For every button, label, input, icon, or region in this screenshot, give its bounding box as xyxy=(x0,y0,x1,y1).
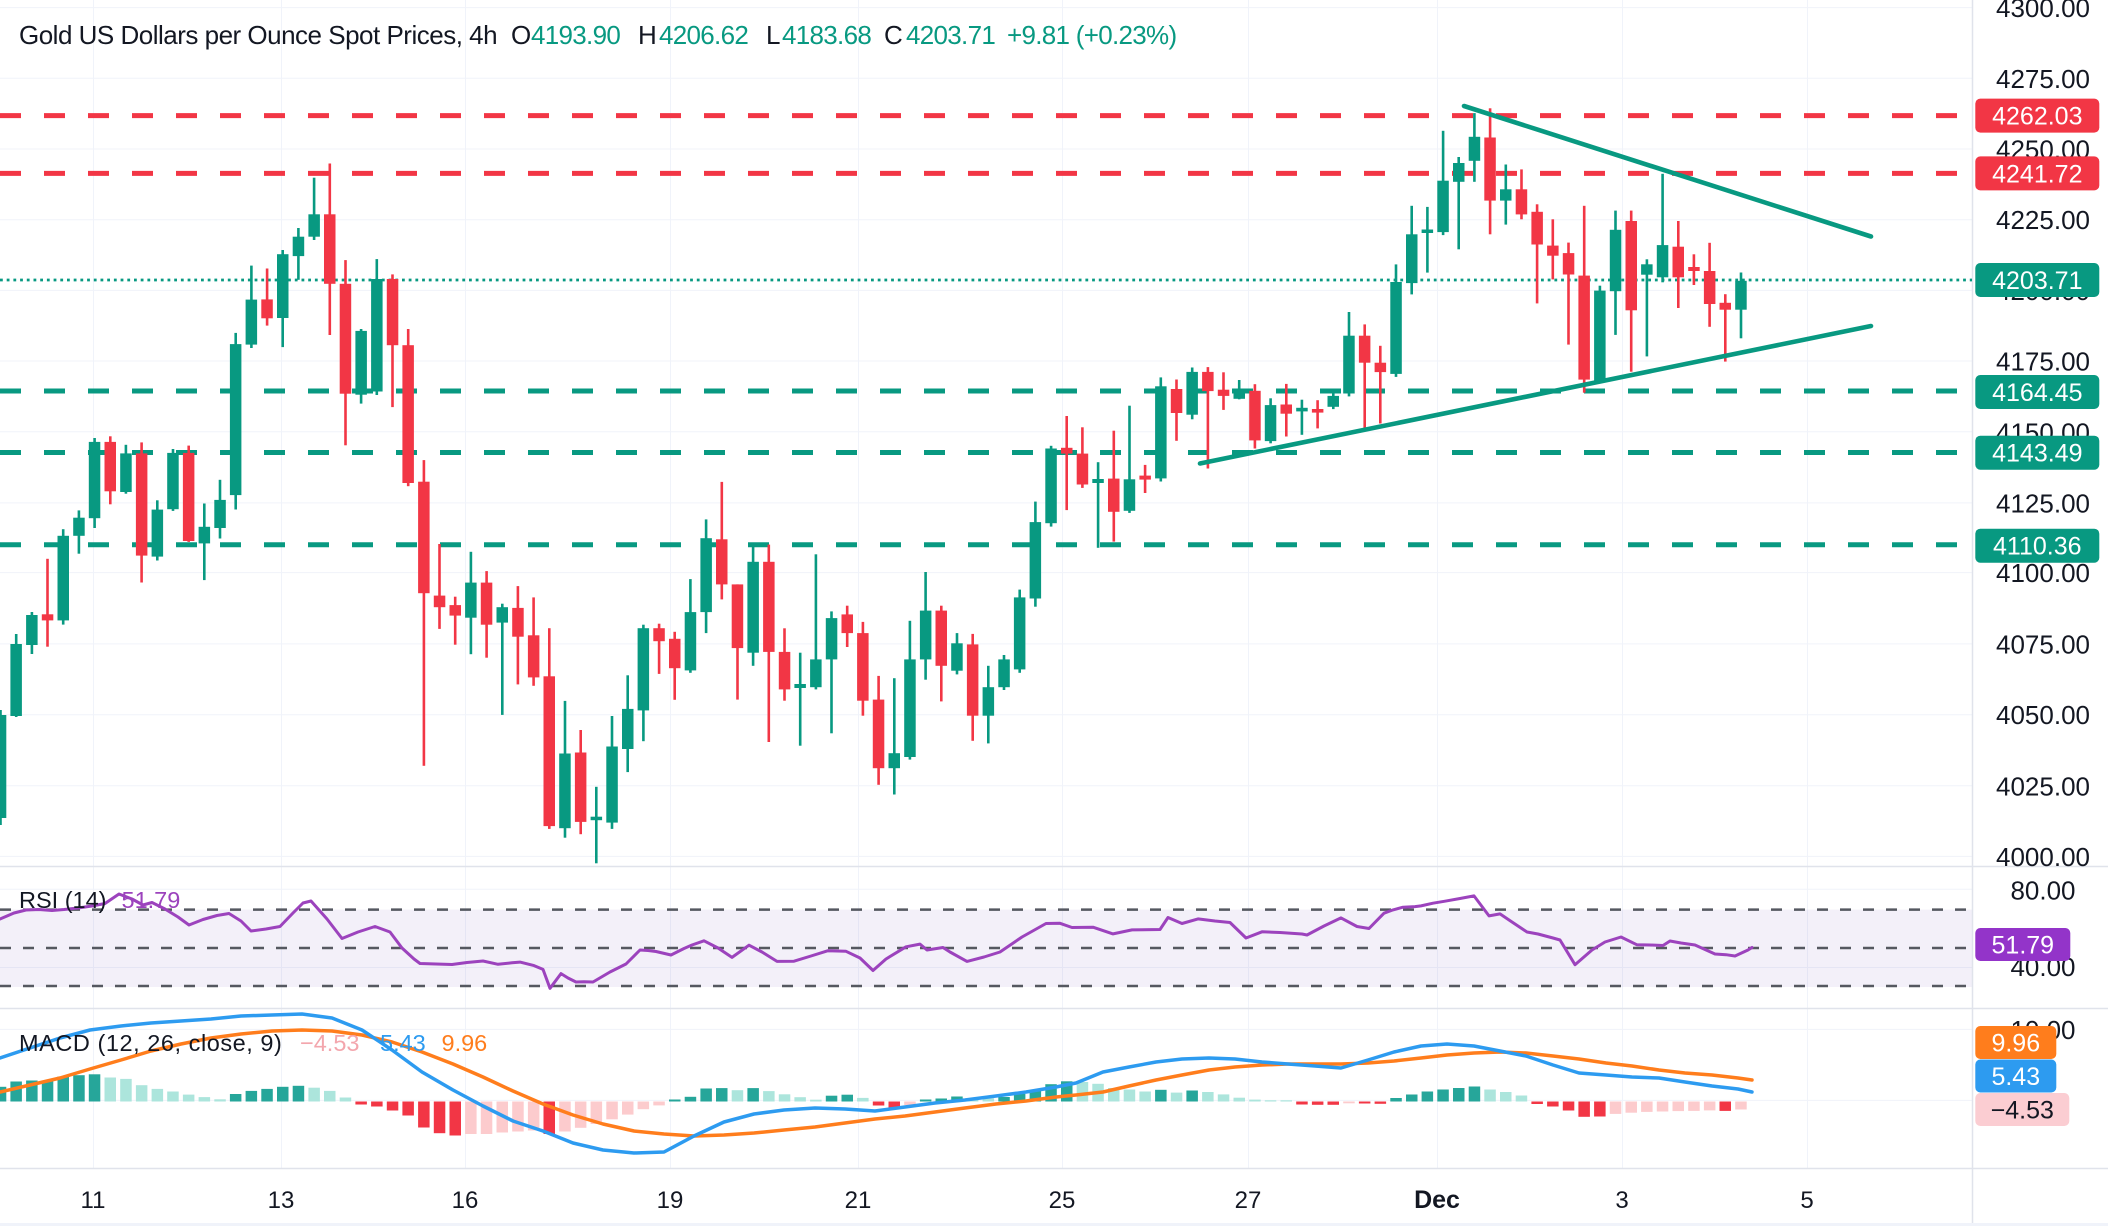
svg-text:11: 11 xyxy=(81,1187,106,1214)
svg-text:+9.81 (+0.23%): +9.81 (+0.23%) xyxy=(1007,20,1176,50)
svg-text:5.43: 5.43 xyxy=(380,1030,426,1056)
svg-text:Dec: Dec xyxy=(1414,1186,1460,1214)
svg-text:5: 5 xyxy=(1800,1187,1813,1214)
svg-text:4025.00: 4025.00 xyxy=(1996,771,2090,801)
svg-text:RSI (14): RSI (14) xyxy=(19,887,107,913)
svg-text:5.43: 5.43 xyxy=(1991,1063,2040,1091)
svg-text:25: 25 xyxy=(1049,1187,1076,1214)
svg-text:9.96: 9.96 xyxy=(442,1030,488,1056)
svg-text:4000.00: 4000.00 xyxy=(1996,842,2090,872)
svg-text:4183.68: 4183.68 xyxy=(782,20,871,50)
svg-text:4143.49: 4143.49 xyxy=(1992,440,2082,468)
svg-text:4075.00: 4075.00 xyxy=(1996,629,2090,659)
svg-text:4241.72: 4241.72 xyxy=(1992,160,2082,188)
svg-text:4050.00: 4050.00 xyxy=(1996,700,2090,730)
svg-text:O: O xyxy=(511,20,531,50)
svg-text:80.00: 80.00 xyxy=(2010,876,2075,906)
svg-text:4125.00: 4125.00 xyxy=(1996,488,2090,518)
svg-text:4206.62: 4206.62 xyxy=(659,20,748,50)
svg-text:27: 27 xyxy=(1235,1187,1262,1214)
svg-text:C: C xyxy=(884,20,903,50)
svg-text:19: 19 xyxy=(657,1187,684,1214)
svg-text:4175.00: 4175.00 xyxy=(1996,347,2090,377)
svg-text:4164.45: 4164.45 xyxy=(1992,379,2082,407)
svg-text:4300.00: 4300.00 xyxy=(1996,0,2090,23)
svg-text:9.96: 9.96 xyxy=(1991,1030,2040,1058)
svg-text:L: L xyxy=(766,20,780,50)
svg-text:MACD (12, 26, close, 9): MACD (12, 26, close, 9) xyxy=(19,1030,282,1056)
svg-text:4110.36: 4110.36 xyxy=(1993,533,2082,561)
svg-text:51.79: 51.79 xyxy=(1992,932,2055,960)
svg-text:4100.00: 4100.00 xyxy=(1996,558,2090,588)
svg-text:4262.03: 4262.03 xyxy=(1992,103,2082,131)
svg-text:51.79: 51.79 xyxy=(122,887,181,913)
svg-text:4193.90: 4193.90 xyxy=(531,20,620,50)
svg-text:H: H xyxy=(638,20,657,50)
svg-text:4203.71: 4203.71 xyxy=(906,20,995,50)
svg-text:4203.71: 4203.71 xyxy=(1992,267,2082,295)
svg-text:−4.53: −4.53 xyxy=(1991,1097,2054,1125)
svg-text:4225.00: 4225.00 xyxy=(1996,205,2090,235)
svg-text:21: 21 xyxy=(845,1187,872,1214)
svg-text:16: 16 xyxy=(452,1187,479,1214)
svg-text:13: 13 xyxy=(268,1187,295,1214)
svg-text:3: 3 xyxy=(1615,1187,1628,1214)
svg-text:4275.00: 4275.00 xyxy=(1996,64,2090,94)
svg-text:−4.53: −4.53 xyxy=(300,1030,359,1056)
svg-text:Gold US Dollars per Ounce Spot: Gold US Dollars per Ounce Spot Prices, 4… xyxy=(19,20,497,50)
